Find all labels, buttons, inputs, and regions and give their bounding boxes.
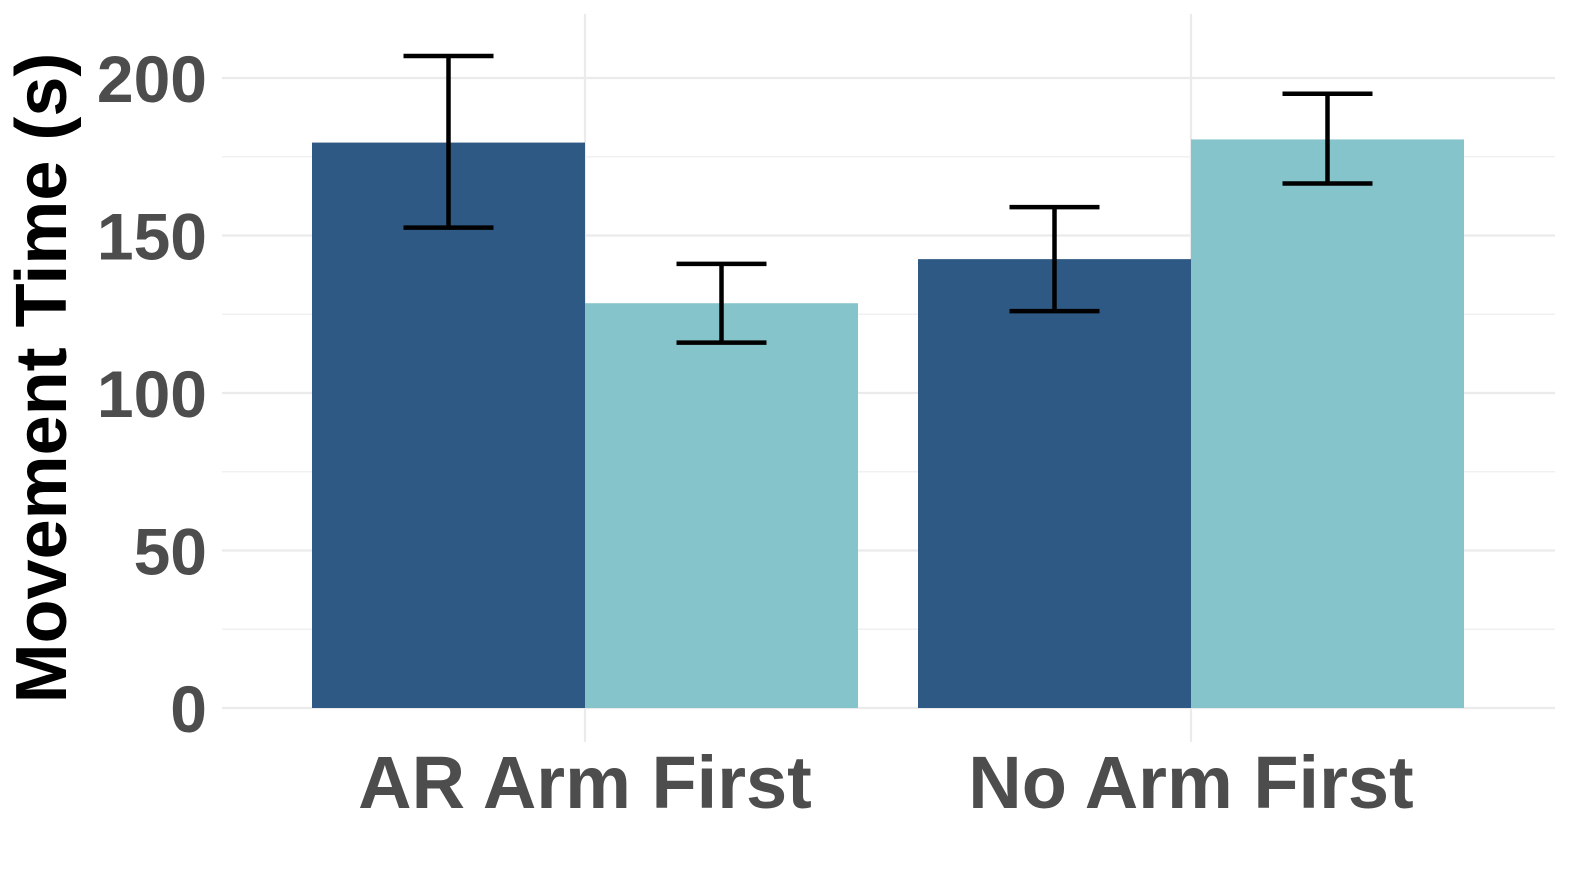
bar-1-2 xyxy=(585,303,858,708)
error-bar-1-2 xyxy=(676,261,767,345)
bars xyxy=(312,139,1464,709)
error-bar-2-2 xyxy=(1282,91,1373,186)
bar-1-1 xyxy=(312,142,585,708)
y-tick-label: 200 xyxy=(97,42,207,116)
error-bar-1-1 xyxy=(403,53,494,230)
bar-2-1 xyxy=(918,259,1191,708)
x-axis-ticks: AR Arm First No Arm First xyxy=(358,741,1414,824)
y-tick-label: 100 xyxy=(97,357,207,431)
y-tick-label: 50 xyxy=(134,515,207,589)
y-axis-title: Movement Time (s) xyxy=(2,53,82,704)
error-bar-2-1 xyxy=(1009,204,1100,314)
y-tick-label: 0 xyxy=(170,672,207,746)
x-tick-label: AR Arm First xyxy=(358,741,812,824)
x-tick-label: No Arm First xyxy=(968,741,1413,824)
error-bars xyxy=(403,53,1373,345)
bar-2-2 xyxy=(1191,139,1464,709)
y-tick-label: 150 xyxy=(97,200,207,274)
y-axis-ticks: 0 50 100 150 200 xyxy=(97,42,207,746)
